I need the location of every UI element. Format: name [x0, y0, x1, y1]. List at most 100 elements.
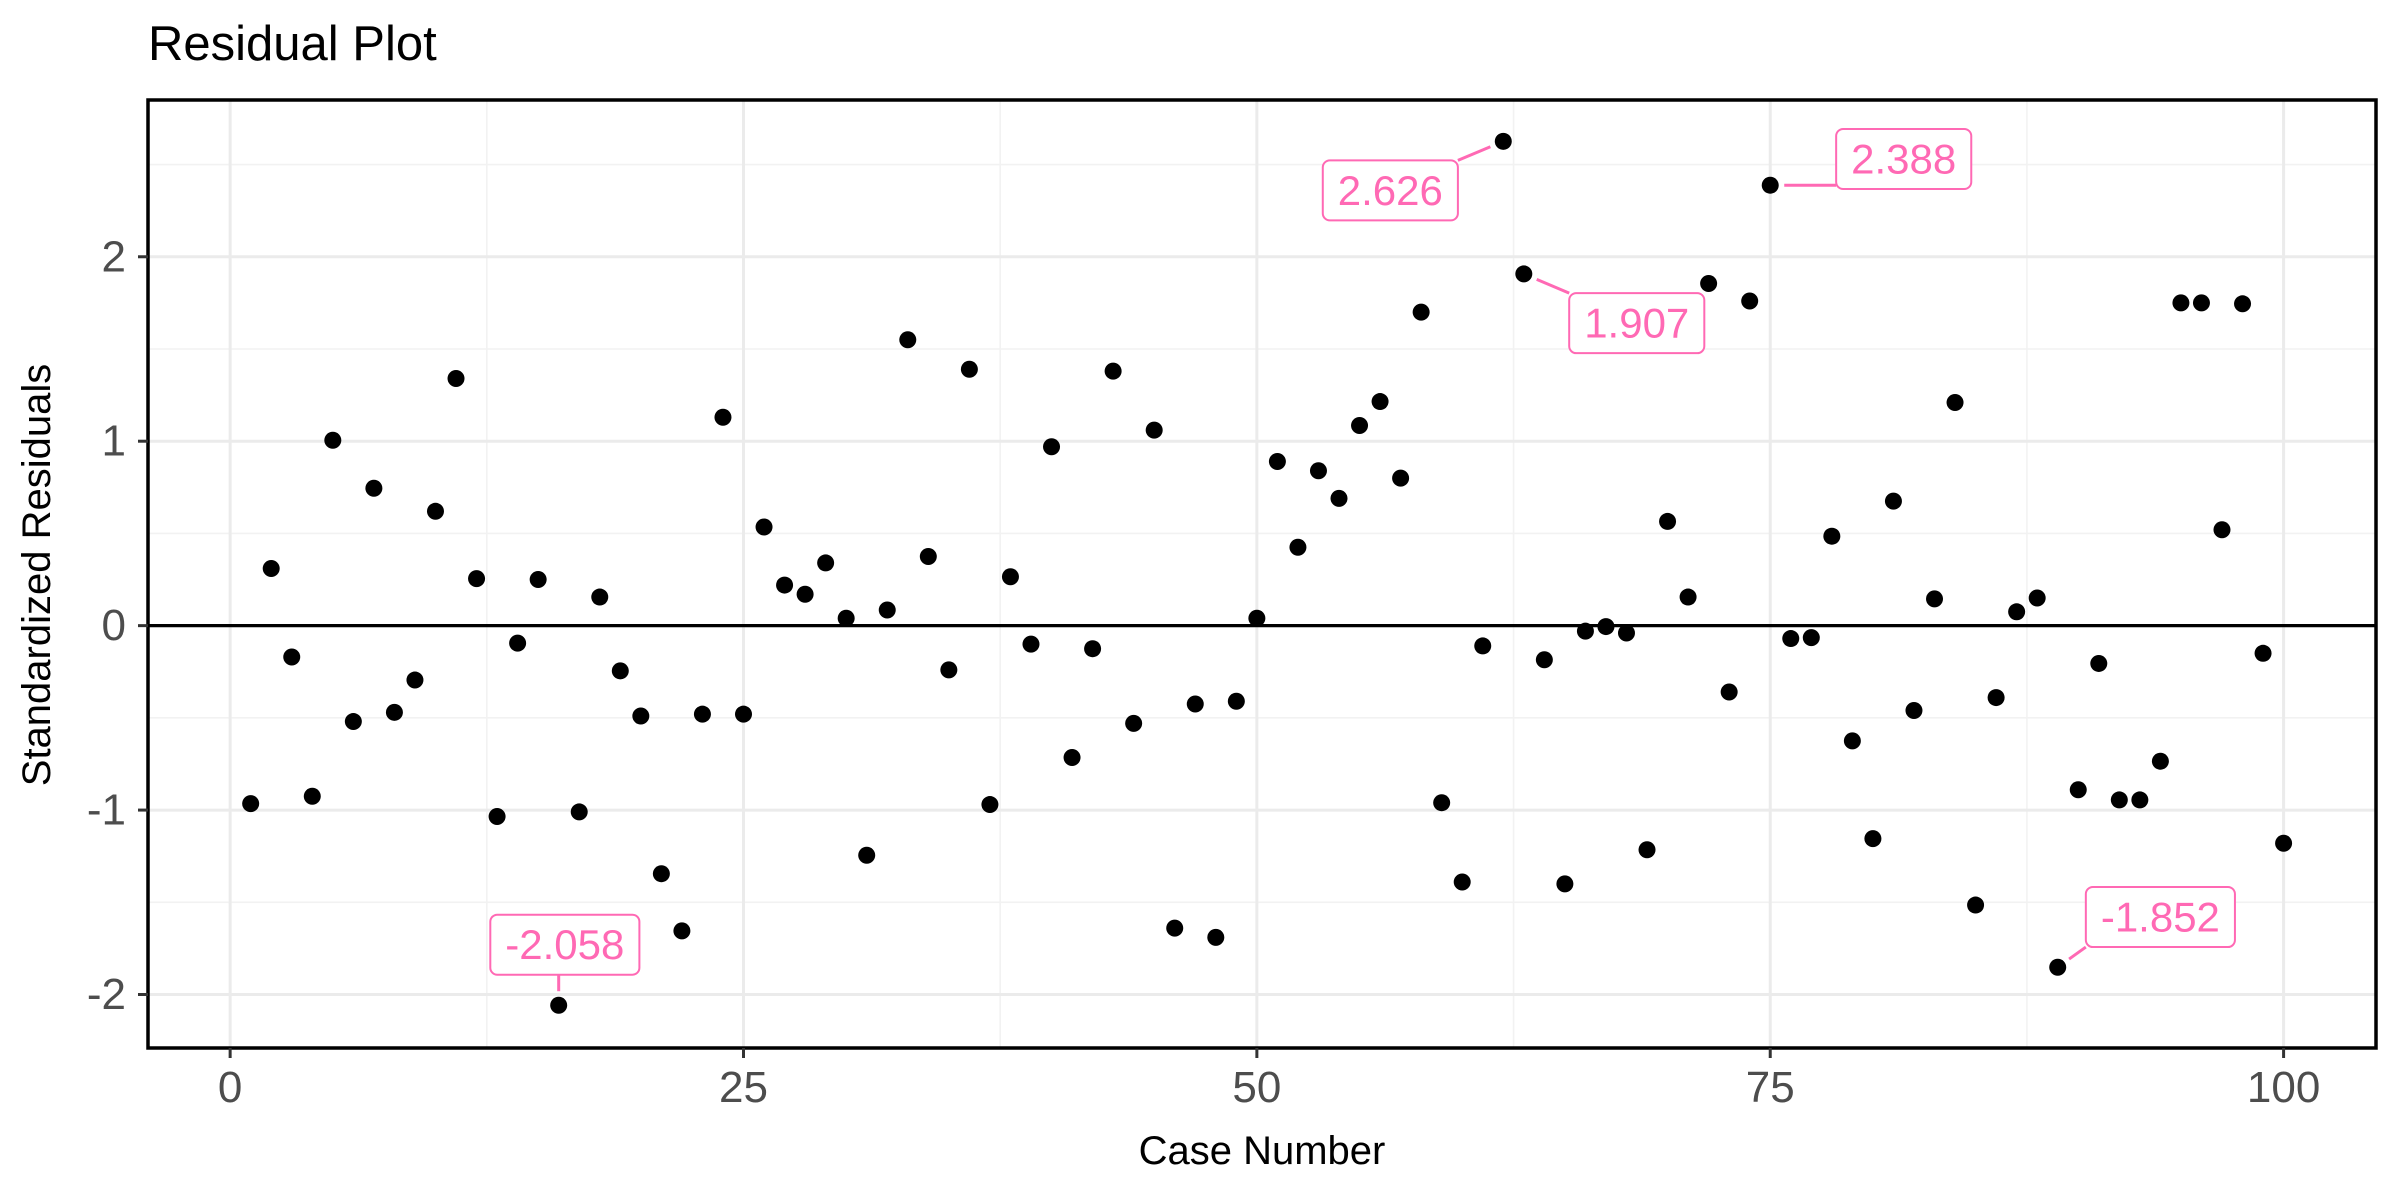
data-point	[1823, 527, 1841, 545]
scatter-points	[242, 132, 2293, 1014]
data-point	[1761, 176, 1779, 194]
data-point	[1494, 132, 1512, 150]
data-point	[406, 671, 424, 689]
annotation-box	[1321, 159, 1459, 222]
data-point	[1946, 393, 1964, 411]
data-point	[2151, 752, 2169, 770]
data-point	[878, 601, 896, 619]
data-point	[652, 865, 670, 883]
data-point	[488, 808, 506, 826]
data-point	[2110, 791, 2128, 809]
data-point	[1289, 538, 1307, 556]
data-point	[1063, 749, 1081, 767]
data-point	[1741, 292, 1759, 310]
data-point	[632, 707, 650, 725]
data-point	[1843, 732, 1861, 750]
data-point	[2028, 589, 2046, 607]
y-tick-label: -2	[87, 970, 126, 1019]
data-point	[981, 796, 999, 814]
data-point	[1926, 590, 1944, 608]
data-point	[1474, 637, 1492, 655]
y-tick-label: 2	[102, 232, 126, 281]
data-point	[2234, 295, 2252, 313]
data-point	[2275, 834, 2293, 852]
data-point	[1022, 635, 1040, 653]
annotation-box	[489, 913, 641, 976]
annotation-connectors	[557, 145, 2087, 992]
annotation-connector	[1457, 145, 1491, 162]
data-point	[1987, 689, 2005, 707]
x-axis-title: Case Number	[1139, 1129, 1386, 1173]
x-tick-label: 100	[2247, 1063, 2320, 1112]
data-point	[1207, 928, 1225, 946]
data-point	[1453, 873, 1471, 891]
grid-lines	[148, 100, 2376, 1048]
x-tick-label: 0	[218, 1063, 242, 1112]
data-point	[2069, 781, 2087, 799]
data-point	[1330, 489, 1348, 507]
data-point	[1186, 695, 1204, 713]
data-point	[714, 408, 732, 426]
data-point	[509, 634, 527, 652]
data-point	[1884, 492, 1902, 510]
data-point	[1104, 362, 1122, 380]
data-point	[1638, 841, 1656, 859]
x-tick-label: 25	[719, 1063, 768, 1112]
data-point	[1248, 609, 1266, 627]
data-point	[1720, 683, 1738, 701]
data-point	[940, 661, 958, 679]
chart-title: Residual Plot	[148, 17, 437, 71]
data-point	[796, 585, 814, 603]
data-point	[1556, 875, 1574, 893]
data-point	[1617, 624, 1635, 642]
annotation-label: 1.907	[1568, 292, 1706, 355]
data-point	[858, 846, 876, 864]
data-point	[1576, 622, 1594, 640]
data-point	[1392, 469, 1410, 487]
data-point	[1351, 417, 1369, 435]
data-point	[242, 795, 260, 813]
data-point	[2008, 603, 2026, 621]
data-point	[468, 570, 486, 588]
data-point	[1227, 692, 1245, 710]
data-point	[262, 559, 280, 577]
annotation-box	[1568, 292, 1706, 355]
data-point	[591, 588, 609, 606]
data-point	[1679, 588, 1697, 606]
data-point	[673, 922, 691, 940]
data-point	[919, 547, 937, 565]
y-tick-label: 0	[102, 601, 126, 650]
annotation-labels: 2.626 2.388 1.907 -2.058 -1.852	[489, 128, 2236, 976]
data-point	[1515, 265, 1533, 283]
data-point	[2090, 654, 2108, 672]
annotation-connector	[1536, 278, 1570, 295]
annotation-box	[2084, 886, 2236, 949]
data-point	[1412, 303, 1430, 321]
data-point	[1309, 462, 1327, 480]
data-point	[837, 609, 855, 627]
data-point	[1371, 393, 1389, 411]
data-point	[693, 705, 711, 723]
data-point	[776, 576, 794, 594]
data-point	[817, 554, 835, 572]
x-tick-label: 50	[1232, 1063, 1281, 1112]
data-point	[1535, 651, 1553, 669]
data-point	[365, 479, 383, 497]
data-point	[1700, 275, 1718, 293]
annotation-label: -1.852	[2084, 886, 2236, 949]
data-point	[1905, 701, 1923, 719]
y-axis-ticks: -2 -1 0 1 2	[87, 232, 148, 1019]
data-point	[1268, 452, 1286, 470]
plot-panel-border	[146, 98, 2378, 1050]
data-point	[1433, 794, 1451, 812]
x-axis-ticks: 0 25 50 75 100	[218, 1048, 2320, 1112]
data-point	[2254, 644, 2272, 662]
data-point	[2131, 791, 2149, 809]
annotation-label: 2.388	[1835, 128, 1973, 191]
data-point	[1864, 830, 1882, 848]
data-point	[1166, 919, 1184, 937]
annotation-text: 2.388	[1851, 136, 1956, 183]
annotation-connector	[2068, 945, 2087, 961]
